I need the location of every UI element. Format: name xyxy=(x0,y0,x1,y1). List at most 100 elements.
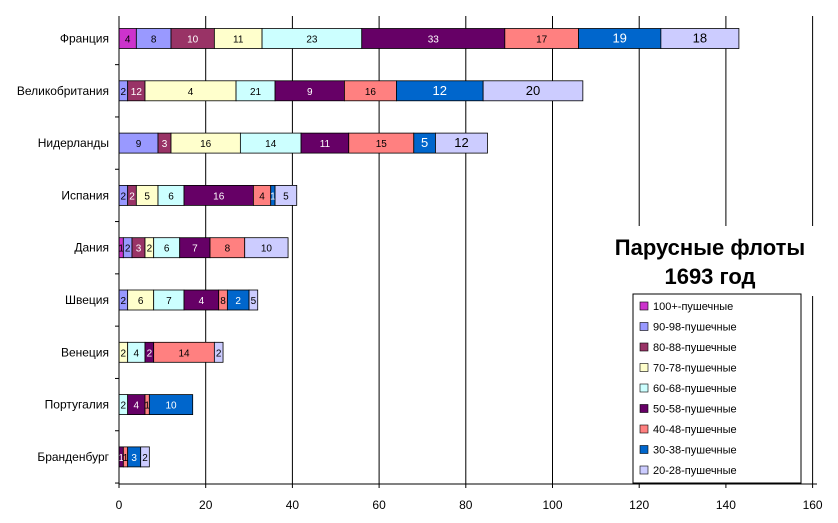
bar-segment xyxy=(244,237,289,259)
segment-value-label: 2 xyxy=(147,348,153,359)
bar-segment xyxy=(482,80,584,102)
segment-value-label: 20 xyxy=(526,83,540,98)
axes xyxy=(115,16,817,488)
segment-value-label: 23 xyxy=(306,35,318,46)
category-label: Бранденбург xyxy=(37,450,109,464)
segment-value-label: 3 xyxy=(162,139,168,150)
legend: 100+-пушечные 90-98-пушечные 80-88-пушечны… xyxy=(632,293,802,484)
bar-segment xyxy=(213,341,224,363)
segment-value-label: 1 xyxy=(123,453,129,464)
segment-value-label: 21 xyxy=(250,87,262,98)
segment-value-label: 10 xyxy=(165,401,177,412)
category-label: Венеция xyxy=(61,345,109,359)
x-tick-label: 60 xyxy=(372,498,386,512)
segment-value-label: 12 xyxy=(131,87,143,98)
segment-value-label: 1 xyxy=(118,244,124,255)
legend-entry: 70-78-пушечные xyxy=(653,363,737,375)
segment-value-label: 11 xyxy=(320,139,331,150)
segment-value-label: 2 xyxy=(216,348,222,359)
x-tick-labels: 0 20 40 60 80 100 120 140 160 xyxy=(116,498,823,512)
segment-value-label: 2 xyxy=(121,401,127,412)
segment-value-label: 2 xyxy=(121,191,127,202)
segment-value-label: 1 xyxy=(270,191,276,202)
legend-entry: 80-88-пушечные xyxy=(653,342,737,354)
segment-value-label: 19 xyxy=(612,31,626,46)
segment-value-label: 10 xyxy=(187,35,199,46)
title-line-2: 1693 год xyxy=(664,264,755,289)
segment-value-label: 16 xyxy=(200,139,212,150)
legend-swatch xyxy=(639,424,649,434)
segment-value-label: 1 xyxy=(144,401,150,412)
legend-entry: 90-98-пушечные xyxy=(653,322,737,334)
title-line-1: Парусные флоты xyxy=(615,235,805,260)
segment-value-label: 17 xyxy=(536,35,548,46)
segment-value-label: 5 xyxy=(144,191,150,202)
segment-value-label: 3 xyxy=(136,244,142,255)
segment-value-label: 15 xyxy=(376,139,388,150)
segment-value-label: 14 xyxy=(265,139,277,150)
category-label: Швеция xyxy=(65,293,109,307)
category-label: Португалия xyxy=(45,398,109,412)
legend-entry: 60-68-пушечные xyxy=(653,383,737,395)
segment-value-label: 6 xyxy=(138,296,144,307)
bar-segment xyxy=(140,446,150,468)
segment-value-label: 14 xyxy=(178,348,190,359)
segment-value-label: 4 xyxy=(259,191,265,202)
segment-value-label: 3 xyxy=(131,453,137,464)
category-label: Дания xyxy=(74,241,109,255)
segment-value-label: 6 xyxy=(164,244,170,255)
segment-value-label: 12 xyxy=(433,83,447,98)
x-tick-label: 40 xyxy=(286,498,300,512)
segment-value-label: 2 xyxy=(142,453,148,464)
x-tick-label: 0 xyxy=(116,498,123,512)
segment-value-label: 33 xyxy=(428,35,440,46)
bar-segment xyxy=(274,184,298,206)
segment-value-label: 8 xyxy=(151,35,157,46)
segment-value-label: 18 xyxy=(693,31,707,46)
x-tick-label: 140 xyxy=(716,498,736,512)
legend-swatch xyxy=(639,301,649,311)
segment-value-label: 5 xyxy=(421,135,428,150)
category-labels: Франция Великобритания Нидерланды Испания Да… xyxy=(17,32,110,464)
segment-value-label: 4 xyxy=(125,35,131,46)
segment-value-label: 2 xyxy=(235,296,241,307)
segment-value-label: 2 xyxy=(121,348,127,359)
bars: 4 8 10 11 23 33 17 19 182 12 4 21 9 16 12 209 3 16 14 11 15 5… xyxy=(118,28,740,468)
category-label: Нидерланды xyxy=(38,136,109,150)
legend-entry: 50-58-пушечные xyxy=(653,404,737,416)
bar-segment xyxy=(435,132,488,154)
segment-value-label: 2 xyxy=(147,244,153,255)
segment-value-label: 4 xyxy=(134,348,140,359)
segment-value-label: 8 xyxy=(225,244,231,255)
segment-value-label: 7 xyxy=(166,296,172,307)
legend-swatch xyxy=(639,342,649,352)
bar-segment xyxy=(148,394,194,416)
legend-swatch xyxy=(639,322,649,331)
segment-value-label: 12 xyxy=(454,135,468,150)
title-background xyxy=(596,226,826,296)
x-tick-label: 120 xyxy=(629,498,649,512)
legend-swatch xyxy=(639,465,649,475)
bar-segment xyxy=(660,28,740,49)
segment-value-label: 7 xyxy=(192,244,198,255)
segment-value-label: 2 xyxy=(121,296,127,307)
legend-entry: 20-28-пушечные xyxy=(653,465,737,477)
legend-swatch xyxy=(639,383,649,393)
legend-swatch xyxy=(639,363,649,372)
chart-title: Парусные флоты 1693 год xyxy=(596,226,826,296)
segment-value-label: 10 xyxy=(261,244,273,255)
category-label: Великобритания xyxy=(17,84,109,98)
segment-value-label: 1 xyxy=(118,453,124,464)
legend-entry: 40-48-пушечные xyxy=(653,424,737,436)
x-tick-label: 100 xyxy=(542,498,562,512)
segment-value-label: 2 xyxy=(121,87,127,98)
legend-box xyxy=(632,293,802,484)
segment-value-label: 4 xyxy=(199,296,205,307)
segment-value-label: 8 xyxy=(220,296,226,307)
segment-value-label: 4 xyxy=(188,87,194,98)
segment-value-label: 9 xyxy=(307,87,313,98)
legend-swatch xyxy=(639,404,649,413)
segment-value-label: 11 xyxy=(233,35,244,46)
legend-entry: 100+-пушечные xyxy=(653,301,733,313)
